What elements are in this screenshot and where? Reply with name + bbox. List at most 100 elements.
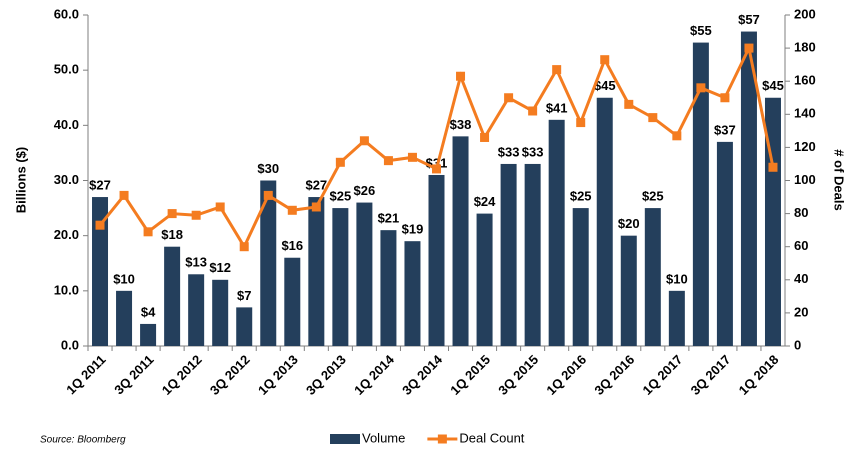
bar	[668, 290, 685, 346]
x-tick-label: 3Q 2017	[688, 352, 734, 398]
bar	[356, 202, 373, 346]
y-tick-label: 10.0	[54, 282, 79, 297]
line-marker	[600, 55, 610, 65]
x-tick-label: 1Q 2018	[736, 352, 782, 398]
bar	[716, 141, 733, 346]
bar-value-label: $27	[305, 177, 327, 192]
source-note: Source: Bloomberg	[40, 435, 126, 446]
line-marker	[576, 118, 586, 128]
line-marker	[456, 71, 466, 81]
line-marker	[720, 93, 730, 103]
x-tick-label: 1Q 2015	[447, 352, 493, 398]
y-tick-label: 20.0	[54, 227, 79, 242]
line-marker	[359, 136, 369, 146]
bar-value-label: $45	[594, 78, 616, 93]
bar-value-label: $19	[402, 222, 424, 237]
line-marker	[239, 242, 249, 252]
bar-value-label: $10	[666, 271, 688, 286]
bar	[164, 246, 181, 346]
bar-value-label: $18	[161, 227, 183, 242]
bar-value-label: $20	[618, 216, 640, 231]
line-marker	[552, 65, 562, 75]
bar	[740, 31, 757, 347]
y2-tick-label: 80	[794, 205, 808, 220]
bar-value-label: $55	[690, 23, 712, 38]
x-tick-label: 1Q 2012	[159, 352, 205, 398]
line-marker	[143, 227, 153, 237]
y-tick-label: 0.0	[61, 337, 79, 352]
bar	[92, 197, 109, 346]
x-tick-label: 1Q 2016	[543, 352, 589, 398]
line-marker	[504, 93, 514, 103]
line-marker	[383, 156, 393, 166]
bar-value-label: $45	[762, 78, 784, 93]
bar-value-label: $41	[546, 100, 568, 115]
y2-tick-label: 120	[794, 139, 816, 154]
bar	[452, 136, 469, 346]
line-marker	[624, 99, 634, 109]
bar-value-label: $57	[738, 12, 760, 27]
x-tick-label: 1Q 2013	[255, 352, 301, 398]
y-axis-title: Billions ($)	[13, 147, 28, 213]
y-tick-label: 60.0	[54, 6, 79, 21]
bar	[284, 257, 301, 346]
bar	[500, 163, 517, 346]
bar-value-label: $16	[281, 238, 303, 253]
bar	[428, 174, 445, 346]
line-marker	[287, 205, 297, 215]
bar-value-label: $26	[354, 183, 376, 198]
bar	[236, 307, 253, 346]
bar	[332, 208, 349, 346]
y-tick-label: 50.0	[54, 62, 79, 77]
bar	[764, 97, 781, 346]
x-tick-label: 1Q 2014	[351, 351, 397, 397]
bar-value-label: $30	[257, 161, 279, 176]
y2-tick-label: 0	[794, 337, 801, 352]
bar-value-label: $25	[570, 189, 592, 204]
bar-value-label: $10	[113, 271, 135, 286]
y-tick-label: 30.0	[54, 172, 79, 187]
bar-value-label: $37	[714, 122, 736, 137]
bar	[476, 213, 493, 346]
bar	[524, 163, 541, 346]
y2-tick-label: 40	[794, 271, 808, 286]
line-marker	[648, 113, 658, 123]
y2-tick-label: 100	[794, 172, 816, 187]
x-tick-label: 3Q 2014	[399, 351, 445, 397]
y2-tick-label: 180	[794, 40, 816, 55]
line-marker	[119, 190, 129, 200]
y2-tick-label: 200	[794, 6, 816, 21]
line-marker	[311, 202, 321, 212]
x-tick-label: 3Q 2015	[495, 352, 541, 398]
legend-label: Volume	[362, 430, 405, 445]
bar-value-label: $25	[330, 189, 352, 204]
legend-label: Deal Count	[459, 430, 524, 445]
bar	[260, 180, 277, 346]
y2-tick-label: 140	[794, 106, 816, 121]
line-marker	[191, 210, 201, 220]
bar-value-label: $38	[450, 117, 472, 132]
bar	[692, 42, 709, 346]
bar-value-label: $25	[642, 189, 664, 204]
bar	[188, 274, 205, 346]
line-marker	[335, 157, 345, 167]
bar-value-label: $33	[522, 144, 544, 159]
line-marker	[167, 209, 177, 219]
legend-swatch	[330, 434, 360, 444]
bar	[644, 208, 661, 346]
bar-value-label: $4	[141, 304, 156, 319]
bar-value-label: $12	[209, 260, 231, 275]
x-tick-label: 3Q 2012	[207, 352, 253, 398]
bar	[404, 241, 421, 346]
line-marker	[407, 152, 417, 162]
bar-value-label: $33	[498, 144, 520, 159]
line-marker	[95, 220, 105, 230]
bar	[116, 290, 133, 346]
x-tick-label: 3Q 2016	[591, 352, 637, 398]
bar	[596, 97, 613, 346]
y2-tick-label: 160	[794, 73, 816, 88]
bar	[308, 197, 325, 346]
bar-value-label: $13	[185, 255, 207, 270]
y-tick-label: 40.0	[54, 117, 79, 132]
